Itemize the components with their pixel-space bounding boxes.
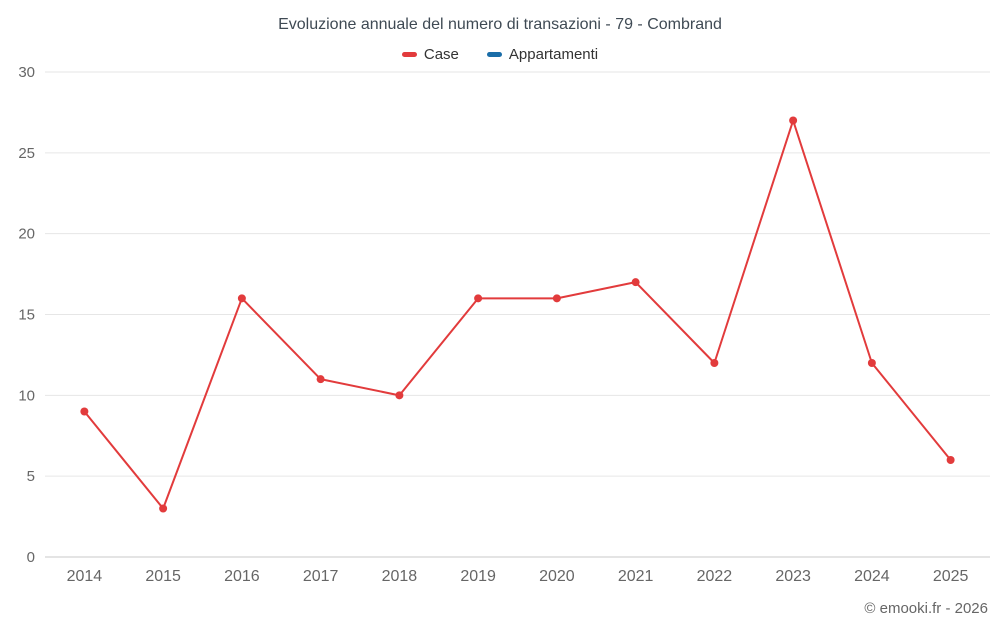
x-tick-label: 2016 (224, 568, 260, 585)
x-tick-label: 2023 (775, 568, 811, 585)
y-tick-label: 25 (18, 145, 35, 162)
y-tick-label: 0 (27, 549, 35, 566)
y-tick-label: 30 (18, 64, 35, 81)
data-point[interactable] (552, 294, 561, 303)
x-tick-label: 2017 (303, 568, 339, 585)
series-line-case (83, 119, 952, 510)
x-tick-label: 2019 (460, 568, 496, 585)
legend-item-case[interactable]: Case (401, 46, 459, 63)
data-point[interactable] (159, 504, 168, 513)
data-point[interactable] (395, 391, 404, 400)
legend-marker-appartamenti-icon (486, 52, 502, 57)
data-point[interactable] (710, 359, 719, 367)
x-tick-label: 2018 (382, 568, 418, 585)
data-point[interactable] (474, 294, 483, 303)
x-tick-label: 2022 (697, 568, 733, 585)
x-tick-label: 2015 (145, 568, 181, 585)
legend: Case Appartamenti (0, 46, 1000, 63)
data-point[interactable] (789, 116, 798, 125)
y-tick-label: 20 (18, 226, 35, 243)
y-tick-label: 15 (18, 307, 35, 324)
x-tick-label: 2024 (854, 568, 890, 585)
chart-title: Evoluzione annuale del numero di transaz… (278, 16, 722, 33)
data-point[interactable] (946, 456, 955, 464)
data-point[interactable] (631, 278, 640, 287)
legend-label-appartamenti: Appartamenti (508, 46, 599, 63)
legend-marker-case-icon (401, 52, 417, 57)
credit-text: © emooki.fr - 2026 (864, 600, 988, 617)
data-point[interactable] (237, 294, 246, 303)
y-tick-label: 10 (18, 387, 35, 404)
data-point[interactable] (80, 407, 89, 416)
y-tick-label: 5 (27, 468, 35, 485)
data-point[interactable] (867, 359, 876, 367)
x-tick-label: 2020 (539, 568, 575, 585)
x-tick-label: 2021 (618, 568, 654, 585)
x-tick-label: 2025 (933, 568, 969, 585)
legend-item-appartamenti[interactable]: Appartamenti (486, 46, 599, 63)
data-point[interactable] (316, 375, 325, 384)
x-tick-label: 2014 (67, 568, 103, 585)
legend-label-case: Case (423, 46, 459, 63)
